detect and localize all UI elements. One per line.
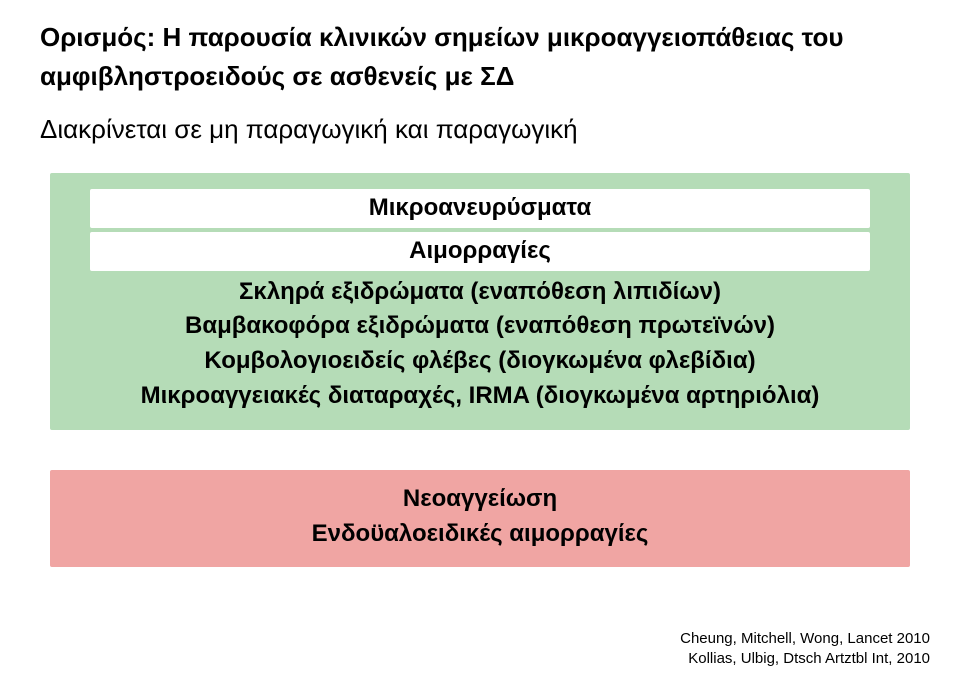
slide: Ορισμός: Η παρουσία κλινικών σημείων μικ…	[0, 0, 960, 685]
citation-2: Kollias, Ulbig, Dtsch Artztbl Int, 2010	[680, 649, 930, 669]
green-item-4: Βαμβακοφόρα εξιδρώματα (εναπόθεση πρωτεϊ…	[70, 309, 890, 344]
red-item-1: Νεοαγγείωση	[70, 482, 890, 517]
definition-block: Ορισμός: Η παρουσία κλινικών σημείων μικ…	[0, 0, 960, 96]
green-item-3: Σκληρά εξιδρώματα (εναπόθεση λιπιδίων)	[70, 275, 890, 310]
green-item-6: Μικροαγγειακές διαταραχές, IRMA (διογκωμ…	[70, 379, 890, 414]
proliferative-box: Νεοαγγείωση Ενδοϋαλοειδικές αιμορραγίες	[50, 470, 910, 568]
definition-line-2: αμφιβληστροειδούς σε ασθενείς με ΣΔ	[40, 61, 514, 91]
citation-1: Cheung, Mitchell, Wong, Lancet 2010	[680, 629, 930, 649]
citation-block: Cheung, Mitchell, Wong, Lancet 2010 Koll…	[680, 629, 930, 670]
non-proliferative-box: Μικροανευρύσματα Αιμορραγίες Σκληρά εξιδ…	[50, 173, 910, 430]
subheading: Διακρίνεται σε μη παραγωγική και παραγωγ…	[0, 96, 960, 145]
green-item-2: Αιμορραγίες	[90, 232, 870, 271]
green-item-5: Κομβολογιοειδείς φλέβες (διογκωμένα φλεβ…	[70, 344, 890, 379]
definition-line-1: Ορισμός: Η παρουσία κλινικών σημείων μικ…	[40, 22, 844, 52]
red-item-2: Ενδοϋαλοειδικές αιμορραγίες	[70, 517, 890, 552]
green-item-1: Μικροανευρύσματα	[90, 189, 870, 228]
